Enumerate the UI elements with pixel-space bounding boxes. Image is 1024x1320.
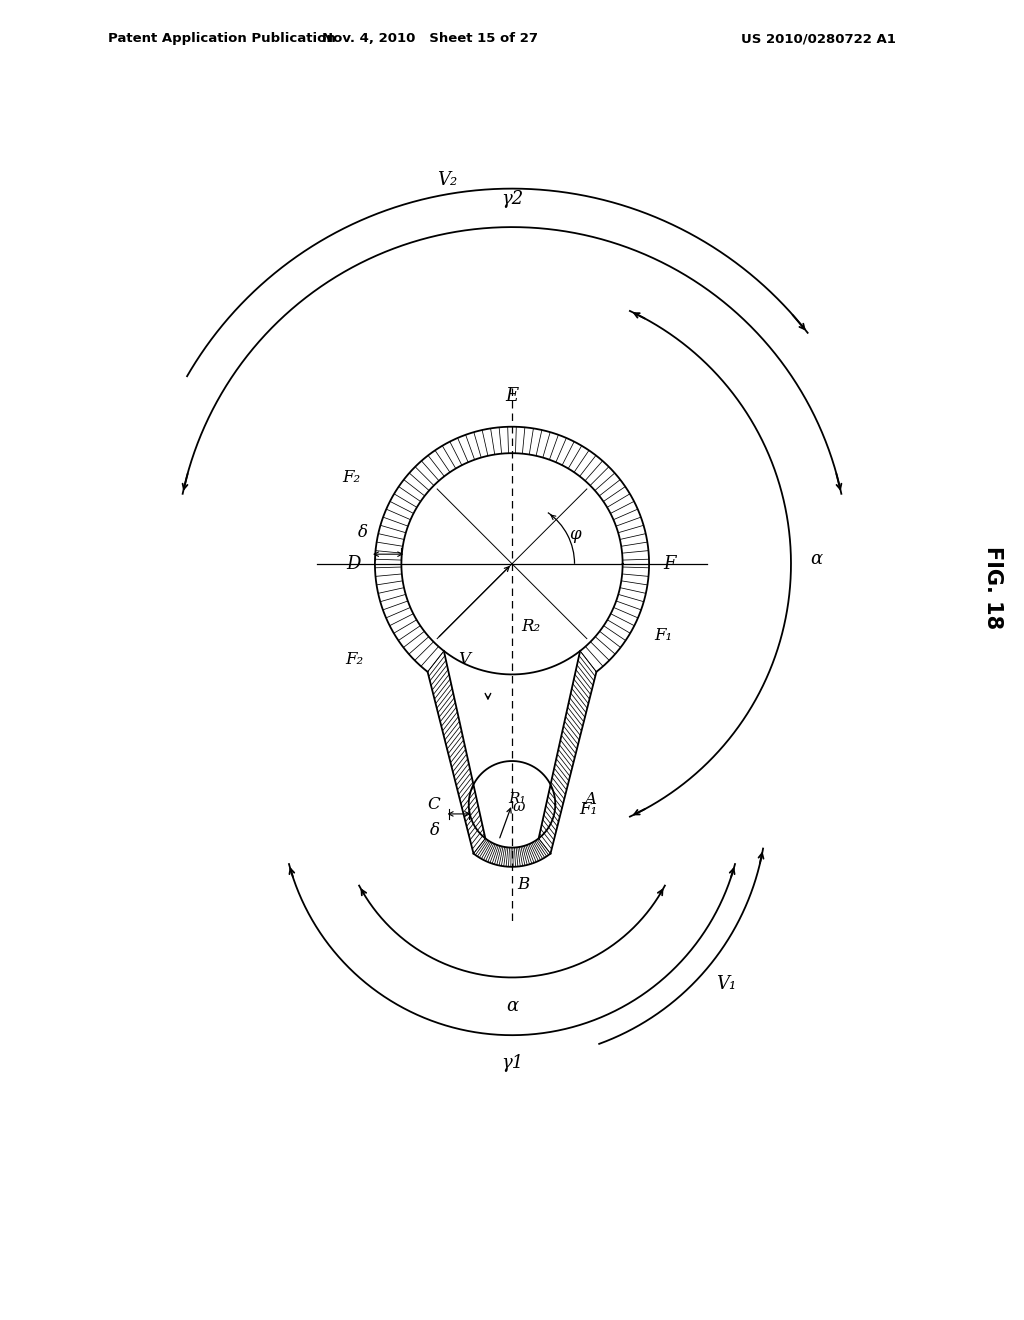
Text: R₁: R₁ (508, 792, 525, 807)
Text: ω: ω (513, 800, 525, 813)
Text: V₂: V₂ (436, 170, 457, 189)
Text: δ: δ (357, 524, 368, 541)
Text: B: B (517, 876, 529, 894)
Text: F: F (664, 554, 676, 573)
Text: F₁: F₁ (580, 801, 597, 817)
Text: US 2010/0280722 A1: US 2010/0280722 A1 (741, 32, 896, 45)
Text: V: V (458, 652, 470, 668)
Text: FIG. 18: FIG. 18 (983, 546, 1002, 630)
Text: α: α (506, 997, 518, 1015)
Text: Patent Application Publication: Patent Application Publication (108, 32, 335, 45)
Text: Nov. 4, 2010   Sheet 15 of 27: Nov. 4, 2010 Sheet 15 of 27 (323, 32, 538, 45)
Text: γ2: γ2 (501, 190, 523, 207)
Text: A: A (584, 791, 596, 808)
Text: F₂: F₂ (342, 469, 360, 486)
Text: C: C (427, 796, 440, 813)
Text: F₁: F₁ (654, 627, 672, 644)
Text: γ1: γ1 (501, 1055, 523, 1072)
Text: R₂: R₂ (521, 618, 541, 635)
Text: δ: δ (430, 822, 440, 840)
Text: V₁: V₁ (716, 974, 736, 993)
Text: D: D (346, 554, 360, 573)
Text: F₂: F₂ (345, 652, 362, 668)
Text: E: E (506, 387, 518, 405)
Text: φ: φ (568, 527, 581, 544)
Text: α: α (810, 550, 822, 568)
